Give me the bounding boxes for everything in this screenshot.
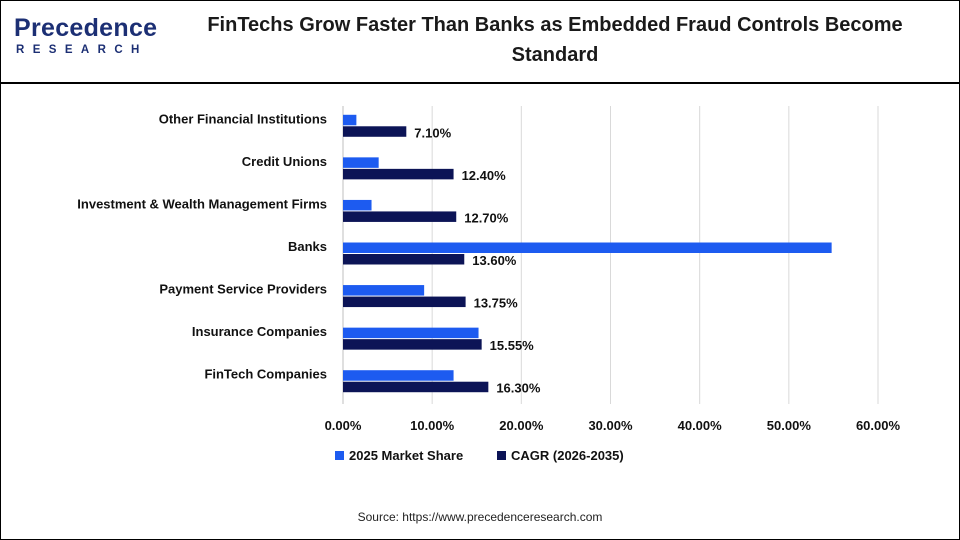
data-label-cagr: 13.60% [472, 253, 517, 268]
legend-swatch [335, 451, 344, 460]
data-label-cagr: 16.30% [496, 381, 541, 396]
category-label: Investment & Wealth Management Firms [77, 196, 327, 211]
bar-market-share [343, 285, 425, 296]
bar-market-share [343, 199, 372, 211]
category-label: Other Financial Institutions [159, 111, 327, 126]
x-tick-label: 50.00% [767, 418, 812, 433]
x-tick-label: 30.00% [588, 418, 633, 433]
bar-market-share [343, 327, 479, 339]
source-note: Source: https://www.precedenceresearch.c… [357, 510, 603, 524]
category-label: Credit Unions [242, 154, 327, 169]
bar-chart: 0.00% 10.00% 20.00% 30.00% 40.00% 50.00% 60.00… [77, 106, 901, 463]
category-label: Banks [288, 239, 327, 254]
data-label-cagr: 12.70% [464, 210, 509, 225]
bar-market-share [343, 370, 454, 381]
logo-wordmark: Precedence [14, 14, 158, 42]
x-tick-label: 0.00% [325, 418, 362, 433]
bar-market-share [343, 114, 357, 126]
data-label-cagr: 12.40% [462, 168, 507, 183]
bar-cagr [343, 168, 454, 180]
precedence-research-logo: Precedence RESEARCH [14, 14, 164, 64]
data-label-cagr: 13.75% [474, 296, 519, 311]
bar-cagr [343, 211, 457, 222]
bar-market-share [343, 157, 379, 168]
x-tick-label: 20.00% [499, 418, 544, 433]
x-tick-label: 60.00% [856, 418, 901, 433]
bar-cagr [343, 381, 489, 393]
legend-swatch [497, 451, 506, 460]
legend-label: 2025 Market Share [349, 448, 463, 463]
category-label: Insurance Companies [192, 324, 327, 339]
header: Precedence RESEARCH FinTechs Grow Faster… [0, 0, 960, 84]
bar-cagr [343, 254, 465, 265]
data-label-cagr: 15.55% [490, 338, 535, 353]
category-label: FinTech Companies [204, 367, 327, 382]
chart-title: FinTechs Grow Faster Than Banks as Embed… [207, 14, 903, 66]
bar-cagr [343, 339, 482, 350]
legend-label: CAGR (2026-2035) [511, 448, 624, 463]
data-label-cagr: 7.10% [414, 125, 451, 140]
x-tick-label: 10.00% [410, 418, 455, 433]
bar-cagr [343, 126, 407, 137]
category-label: Payment Service Providers [159, 282, 327, 297]
bar-cagr [343, 296, 466, 308]
x-tick-label: 40.00% [678, 418, 723, 433]
logo-subtitle: RESEARCH [16, 44, 148, 56]
bar-market-share [343, 242, 832, 253]
